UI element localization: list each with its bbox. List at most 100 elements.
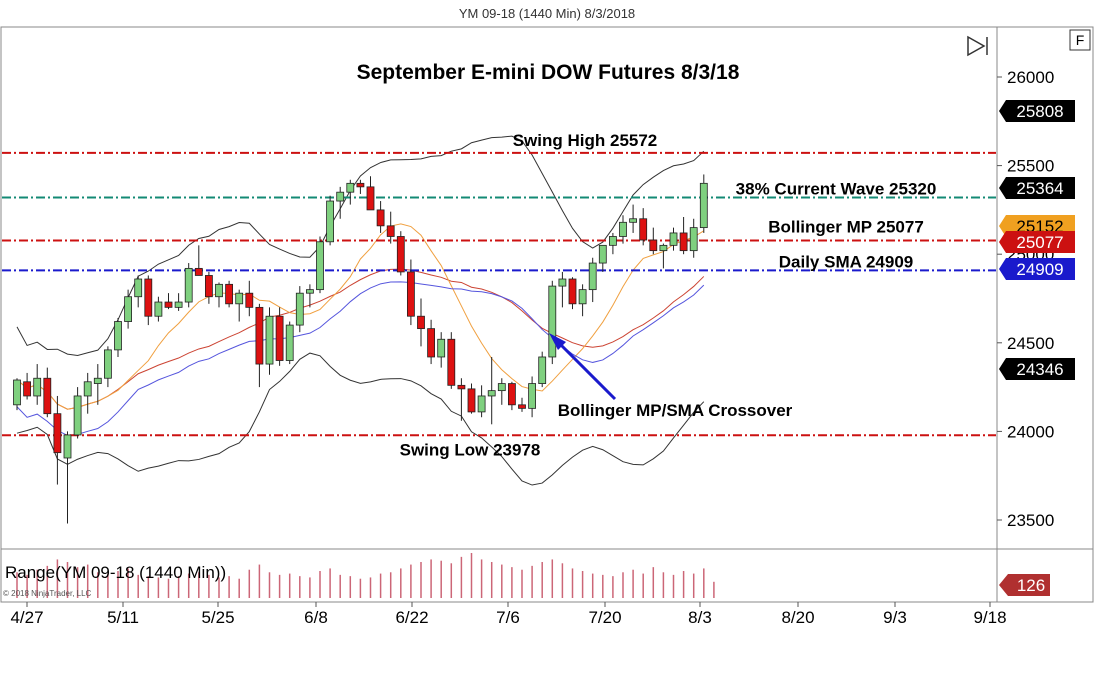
candle — [417, 298, 425, 347]
candle — [538, 351, 547, 388]
candle — [43, 367, 52, 418]
candle — [578, 284, 587, 317]
candle — [467, 383, 476, 414]
f-button[interactable] — [1069, 29, 1091, 51]
candle — [83, 372, 92, 414]
candle — [588, 257, 597, 303]
candle — [497, 378, 506, 405]
candle — [104, 346, 112, 388]
candle — [275, 307, 284, 366]
candle — [316, 236, 324, 294]
candle — [689, 218, 698, 258]
price-marker: 24346 — [999, 358, 1075, 380]
candle — [518, 397, 526, 412]
candle — [356, 179, 365, 194]
candle — [174, 293, 183, 311]
crossover-label: Bollinger MP/SMA Crossover — [558, 401, 793, 420]
chart-frame — [0, 26, 1094, 603]
candle — [427, 319, 436, 365]
copyright: © 2018 NinjaTrader, LLC — [3, 589, 92, 598]
candle — [73, 387, 82, 439]
candle — [679, 216, 688, 255]
candle — [548, 280, 557, 365]
candle — [285, 321, 294, 365]
candle — [114, 317, 122, 357]
y-tick-label: 25500 — [1007, 157, 1054, 176]
chart-title: September E-mini DOW Futures 8/3/18 — [357, 61, 740, 84]
candle — [558, 271, 567, 308]
x-tick-label: 6/8 — [304, 608, 328, 627]
candle — [265, 307, 274, 375]
horizontal-levels — [2, 151, 996, 437]
y-tick-label: 24000 — [1007, 422, 1054, 441]
candle — [639, 208, 648, 246]
x-tick-label: 6/22 — [395, 608, 428, 627]
candle — [629, 204, 637, 233]
candle — [235, 289, 244, 322]
candle — [245, 280, 254, 317]
x-tick-label: 7/6 — [496, 608, 520, 627]
price-marker: 24909 — [999, 258, 1075, 280]
candle — [184, 263, 193, 308]
candle — [225, 280, 234, 308]
x-tick-label: 7/20 — [588, 608, 621, 627]
svg-text:24909: 24909 — [1016, 260, 1063, 279]
price-marker: 25077 — [999, 231, 1075, 253]
candle — [93, 364, 102, 405]
y-tick-label: 23500 — [1007, 511, 1054, 530]
crossover-arrow — [549, 333, 617, 401]
candle — [255, 303, 264, 388]
candle — [164, 293, 173, 310]
x-tick-label: 4/27 — [10, 608, 43, 627]
sma-line — [16, 223, 705, 410]
candle — [598, 244, 607, 272]
candle — [669, 227, 678, 251]
svg-text:25808: 25808 — [1016, 102, 1063, 121]
y-tick-label: 24500 — [1007, 334, 1054, 353]
candle — [53, 395, 62, 485]
candle — [386, 211, 395, 244]
candle — [336, 186, 345, 219]
candle — [134, 275, 143, 308]
level-label: 38% Current Wave 25320 — [736, 179, 937, 198]
level-label: Bollinger MP 25077 — [768, 218, 924, 237]
x-tick-label: 9/3 — [883, 608, 907, 627]
candle — [457, 378, 466, 421]
bollinger-upper-line — [16, 135, 705, 356]
level-label: Swing High 25572 — [513, 131, 658, 150]
scroll-to-end-icon[interactable] — [967, 35, 988, 57]
candle — [507, 381, 516, 411]
candle — [649, 227, 658, 255]
candle — [154, 296, 163, 322]
svg-text:126: 126 — [1017, 576, 1045, 595]
candle — [568, 277, 577, 310]
candle — [305, 284, 314, 308]
x-tick-label: 9/18 — [973, 608, 1006, 627]
candle — [124, 289, 132, 329]
candle — [528, 376, 536, 418]
candle — [659, 243, 668, 269]
candle — [396, 231, 405, 276]
level-labels: Swing High 25572 38% Current Wave 25320 Bo… — [400, 131, 937, 459]
candle — [13, 378, 21, 411]
svg-text:24346: 24346 — [1016, 360, 1063, 379]
x-tick-label: 5/25 — [201, 608, 234, 627]
price-marker: 25808 — [999, 100, 1075, 122]
candle — [215, 282, 223, 308]
bollinger-middle-line — [16, 268, 705, 410]
svg-text:25077: 25077 — [1016, 233, 1063, 252]
x-tick-label: 8/20 — [781, 608, 814, 627]
f-button-label: F — [1076, 32, 1085, 48]
candle — [437, 332, 446, 368]
candle — [63, 431, 72, 524]
candle — [366, 176, 375, 211]
candle — [295, 286, 304, 333]
candle — [23, 372, 32, 400]
range-panel-label: Range(YM 09-18 (1440 Min)) — [5, 563, 226, 582]
range-panel: 126 — [16, 553, 1050, 598]
candle — [699, 174, 708, 233]
candle — [346, 179, 355, 205]
mp-line — [16, 281, 705, 436]
